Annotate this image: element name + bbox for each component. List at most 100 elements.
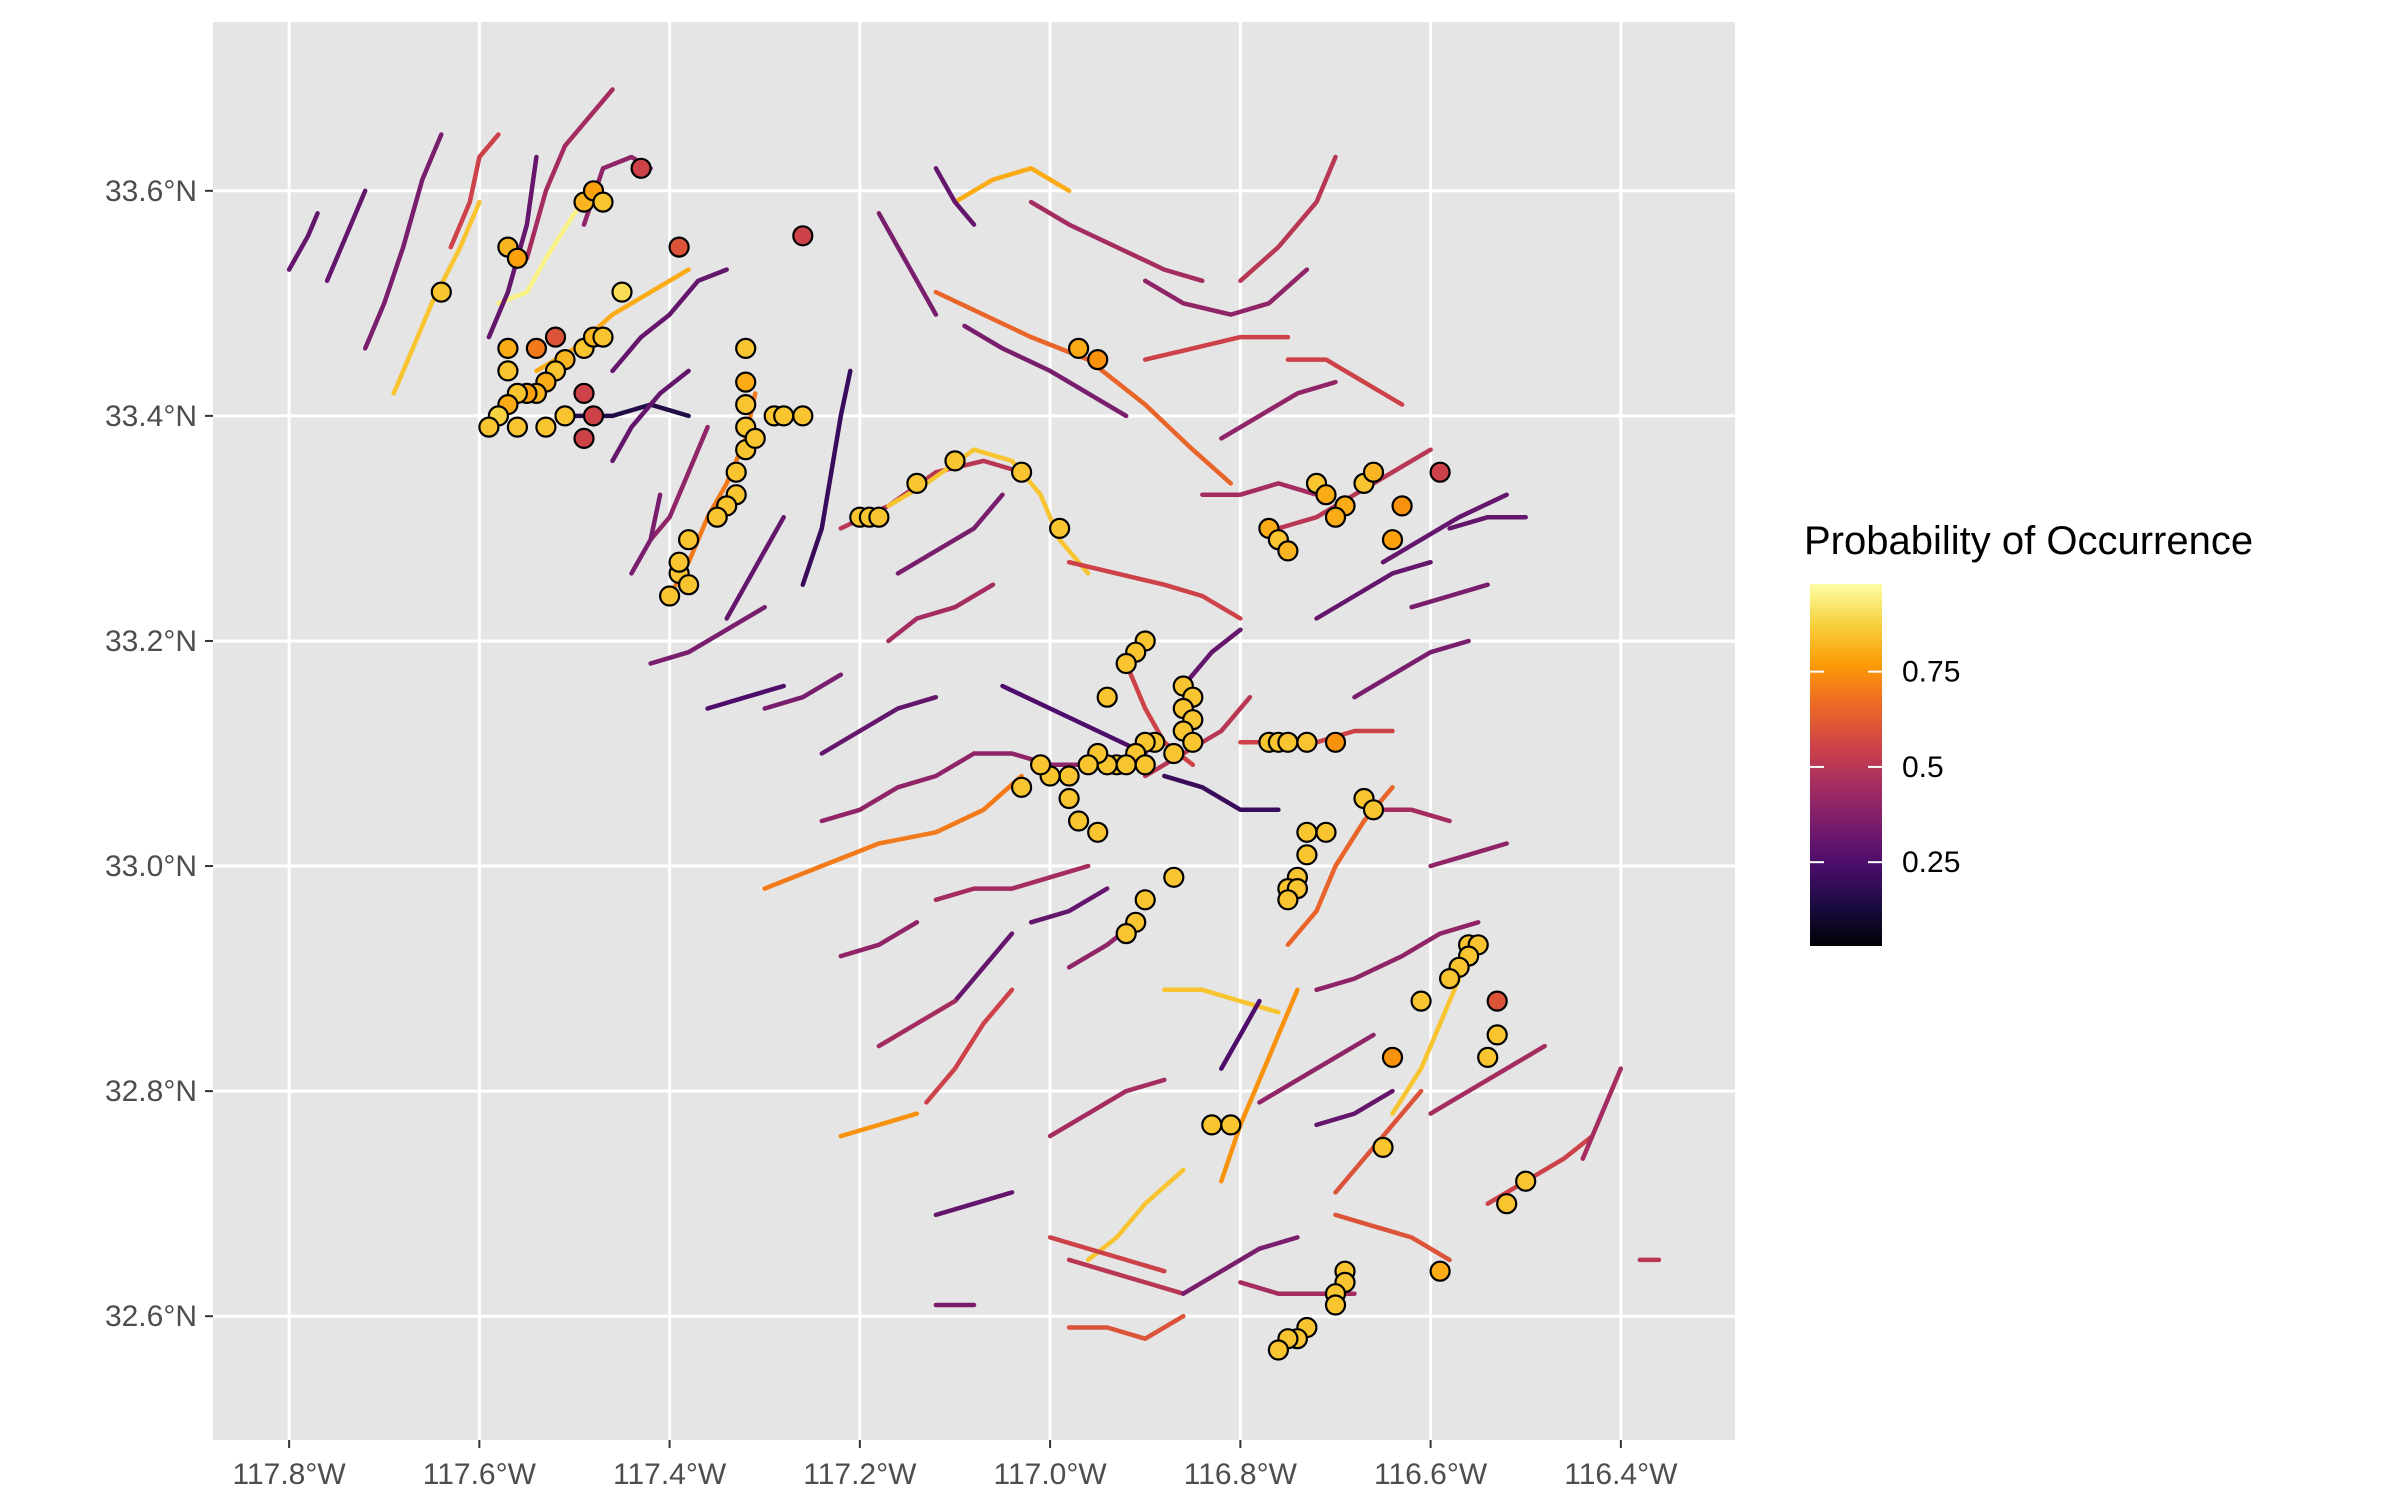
stream-segment	[1580, 1066, 1624, 1161]
occurrence-site-marker	[1182, 731, 1204, 753]
occurrence-site-marker	[1267, 1339, 1290, 1361]
stream-segment	[1066, 1313, 1186, 1341]
occurrence-site-marker	[1077, 754, 1099, 776]
stream-segment	[524, 87, 615, 261]
stream-segment	[886, 582, 996, 644]
occurrence-site-marker	[658, 585, 681, 607]
occurrence-site-marker	[1134, 754, 1156, 776]
occurrence-site-marker	[506, 247, 529, 269]
x-tick-label: 116.6°W	[1374, 1458, 1488, 1491]
occurrence-site-marker	[1163, 866, 1185, 888]
stream-segment	[876, 211, 939, 317]
occurrence-sites	[430, 157, 1537, 1361]
stream-segment	[448, 132, 501, 250]
stream-segment	[648, 424, 710, 542]
stream-segment	[1028, 199, 1205, 284]
occurrence-site-marker	[1324, 731, 1347, 753]
occurrence-site-marker	[1429, 1260, 1451, 1282]
occurrence-site-marker	[592, 191, 614, 213]
occurrence-site-marker	[1486, 990, 1508, 1012]
legend-tick-label: 0.5	[1902, 751, 1944, 784]
stream-segment	[1142, 334, 1291, 362]
legend-color-bar	[1810, 584, 1882, 946]
stream-segment	[762, 773, 1024, 891]
stream-segment	[1257, 1032, 1376, 1105]
occurrence-site-marker	[497, 360, 519, 382]
stream-segment	[1219, 379, 1338, 441]
stream-segment	[952, 166, 1072, 205]
occurrence-site-marker	[535, 416, 557, 438]
occurrence-site-marker	[1010, 776, 1033, 798]
x-tick-label: 117.0°W	[994, 1458, 1108, 1491]
occurrence-site-marker	[506, 416, 529, 438]
y-axis-latitude: 33.6°N 33.4°N 33.2°N 33.0°N 32.8°N 32.6°N	[105, 175, 213, 1333]
stream-segment	[1142, 267, 1310, 317]
occurrence-site-marker	[677, 529, 700, 551]
x-tick-label: 117.8°W	[233, 1458, 347, 1491]
occurrence-site-marker	[868, 506, 890, 528]
stream-segment	[1162, 773, 1281, 813]
occurrence-site-marker	[1438, 967, 1461, 990]
x-axis-longitude: 117.8°W 117.6°W 117.4°W 117.2°W 117.0°W 116.8…	[233, 1440, 1678, 1491]
occurrence-site-marker	[592, 326, 614, 348]
occurrence-site-marker	[1324, 506, 1347, 528]
occurrence-site-marker	[1277, 889, 1299, 911]
occurrence-site-marker	[478, 416, 500, 438]
occurrence-site-marker	[706, 506, 728, 528]
legend-tick-label: 0.75	[1902, 656, 1960, 689]
occurrence-site-marker	[1277, 540, 1299, 562]
stream-segment	[1285, 357, 1405, 407]
occurrence-site-marker	[1115, 922, 1137, 945]
stream-segment	[1238, 154, 1338, 284]
occurrence-site-marker	[744, 427, 766, 449]
occurrence-site-marker	[1296, 731, 1318, 753]
stream-segment	[1485, 1133, 1595, 1206]
x-tick-label: 116.4°W	[1564, 1458, 1678, 1491]
occurrence-site-marker	[1220, 1114, 1242, 1136]
stream-segment	[1047, 1235, 1167, 1274]
occurrence-site-marker	[1496, 1193, 1518, 1215]
occurrence-site-marker	[677, 574, 700, 596]
occurrence-site-marker	[1381, 1046, 1404, 1069]
color-legend: Probability of Occurrence 0.25 0.5 0.75	[1804, 519, 2253, 946]
stream-segment	[1066, 1257, 1186, 1296]
occurrence-site-marker	[1048, 517, 1071, 540]
stream-segment	[705, 683, 786, 711]
occurrence-site-marker	[554, 405, 576, 427]
occurrence-site-marker	[1324, 1294, 1347, 1316]
y-tick-label: 33.4°N	[105, 400, 197, 433]
occurrence-site-marker	[1515, 1170, 1537, 1192]
stream-segment	[1181, 1235, 1300, 1296]
occurrence-site-marker	[611, 281, 633, 303]
occurrence-site-marker	[1315, 821, 1337, 843]
map-panel	[213, 22, 1735, 1440]
occurrence-site-marker	[1067, 810, 1090, 832]
occurrence-site-marker	[1201, 1114, 1223, 1136]
stream-segment	[952, 931, 1015, 1004]
stream-segment	[924, 987, 1015, 1105]
stream-segment	[1409, 582, 1490, 610]
stream-segment	[933, 1190, 1015, 1218]
stream-segment	[1371, 807, 1452, 824]
y-tick-label: 33.0°N	[105, 850, 197, 883]
occurrence-site-marker	[1067, 337, 1090, 359]
x-tick-label: 117.4°W	[613, 1458, 727, 1491]
stream-segment	[933, 166, 977, 227]
stream-segment	[876, 998, 958, 1049]
stream-segment	[1428, 841, 1509, 869]
stream-segment	[1047, 1077, 1167, 1139]
stream-segment	[1314, 559, 1433, 621]
occurrence-site-marker	[497, 337, 519, 359]
occurrence-site-marker	[1315, 484, 1337, 506]
y-tick-label: 32.8°N	[105, 1075, 197, 1108]
stream-segment	[838, 1111, 920, 1139]
stream-segment	[933, 863, 1091, 903]
stream-segment	[1314, 1088, 1395, 1128]
occurrence-site-marker	[735, 394, 757, 416]
occurrence-site-marker	[1486, 1024, 1508, 1046]
occurrence-site-marker	[1115, 652, 1137, 675]
occurrence-site-marker	[630, 157, 652, 179]
stream-segment	[1276, 447, 1433, 531]
stream-segment	[1380, 492, 1509, 565]
